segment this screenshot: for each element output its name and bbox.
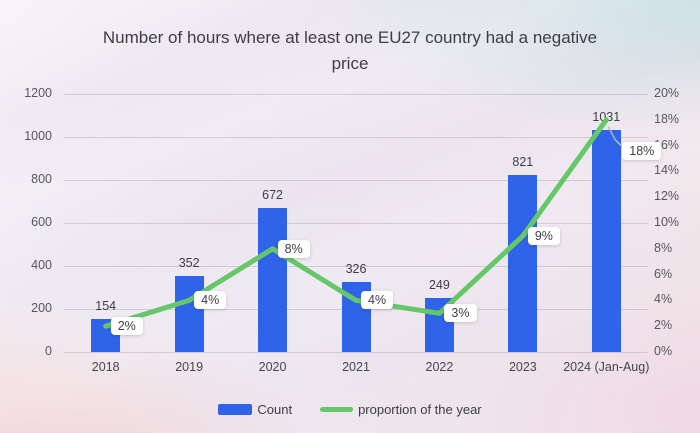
gridline [64,180,648,181]
proportion-label-2019: 4% [194,291,227,310]
line-swatch-icon [320,407,354,412]
gridline [64,223,648,224]
bar-2024 (Jan-Aug)[interactable] [591,130,621,352]
bar-2019[interactable] [174,276,204,352]
bar-value-label: 352 [178,256,200,271]
left-axis-tick-label: 1200 [24,86,52,100]
bar-value-label: 672 [262,187,283,202]
x-axis-label-6: 2023 [508,360,537,374]
bar-2023[interactable] [508,175,538,352]
right-axis-tick-label: 12% [654,189,680,204]
right-axis-tick-label: 2% [654,318,673,333]
bar-value-label: 154 [95,298,117,313]
proportion-label-2020: 8% [277,239,310,258]
proportion-label-2021: 4% [361,291,394,310]
x-axis-label-2: 2019 [175,360,204,374]
x-axis-label-7: 2024 (Jan-Aug) [563,360,650,374]
right-axis-tick-label: 18% [654,111,680,126]
left-axis-tick-label: 200 [31,301,52,315]
bar-value-label: 821 [512,155,534,170]
gridline [64,94,648,95]
proportion-label-2022: 3% [444,304,477,323]
right-axis-tick-label: 8% [654,240,673,255]
bar-value-label: 249 [428,278,450,293]
proportion-label-2024 (Jan-Aug): 18% [622,141,662,160]
gridline [64,137,648,138]
bar-swatch-icon [218,404,253,415]
legend-label-proportion: proportion of the year [358,402,482,417]
right-axis-tick-label: 0% [654,344,673,358]
legend-label-count: Count [257,402,293,417]
x-axis-label-3: 2020 [258,360,287,374]
chart-title: Number of hours where at least one EU27 … [0,25,700,76]
x-axis-label-5: 2022 [425,360,454,374]
left-axis-tick-label: 0 [45,344,52,358]
legend-item-count[interactable]: Count [218,402,292,417]
right-axis-tick-label: 4% [654,292,673,307]
right-axis-tick-label: 10% [654,215,680,229]
x-axis-label-4: 2021 [342,360,370,374]
proportion-label-2023: 9% [527,226,560,245]
left-axis-tick-label: 600 [31,215,52,229]
left-axis-tick-label: 1000 [24,129,52,143]
right-axis-tick-label: 20% [654,86,680,100]
gridline [64,352,648,353]
legend: Count proportion of the year [0,402,700,417]
left-axis-tick-label: 400 [31,258,52,272]
bar-value-label: 326 [345,261,367,276]
x-axis-label-1: 2018 [91,360,120,374]
right-axis-tick-label: 6% [654,266,673,281]
proportion-label-2018: 2% [110,317,143,336]
bar-value-label: 1031 [592,110,621,125]
left-axis-tick-label: 800 [31,172,52,186]
bar-2020[interactable] [258,207,288,352]
legend-item-proportion[interactable]: proportion of the year [320,402,482,417]
chart-title-text: Number of hours where at least one EU27 … [102,28,598,73]
right-axis-tick-label: 14% [654,163,680,178]
